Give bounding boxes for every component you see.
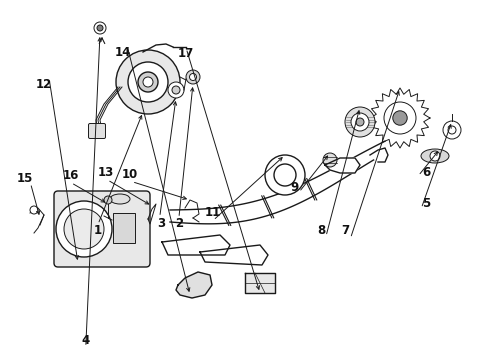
Circle shape	[30, 206, 38, 214]
Text: 14: 14	[114, 46, 131, 59]
Polygon shape	[200, 245, 268, 265]
Polygon shape	[170, 141, 385, 224]
Circle shape	[323, 153, 337, 167]
FancyBboxPatch shape	[89, 123, 105, 139]
Circle shape	[384, 102, 416, 134]
Bar	[113, 213, 135, 243]
Circle shape	[128, 62, 168, 102]
Text: 12: 12	[36, 78, 52, 91]
Circle shape	[393, 111, 407, 125]
Text: 17: 17	[178, 47, 195, 60]
Text: 7: 7	[342, 224, 349, 237]
Text: 10: 10	[122, 168, 138, 181]
Circle shape	[143, 77, 153, 87]
Ellipse shape	[421, 149, 449, 163]
FancyBboxPatch shape	[54, 191, 150, 267]
Text: 15: 15	[16, 172, 33, 185]
Text: 6: 6	[422, 166, 430, 179]
Circle shape	[64, 209, 104, 249]
Circle shape	[116, 50, 180, 114]
Circle shape	[265, 155, 305, 195]
Text: 16: 16	[63, 169, 79, 182]
Text: 13: 13	[97, 166, 114, 179]
Circle shape	[274, 164, 296, 186]
Circle shape	[94, 22, 106, 34]
Polygon shape	[245, 273, 275, 293]
Circle shape	[104, 196, 112, 204]
Circle shape	[168, 82, 184, 98]
Circle shape	[56, 201, 112, 257]
Circle shape	[356, 118, 364, 126]
Ellipse shape	[110, 194, 130, 204]
Text: 8: 8	[317, 224, 325, 237]
Circle shape	[138, 72, 158, 92]
Circle shape	[190, 73, 196, 81]
Text: 9: 9	[290, 181, 298, 194]
Text: 1: 1	[94, 224, 102, 237]
Polygon shape	[325, 158, 360, 173]
Text: 2: 2	[175, 217, 183, 230]
Circle shape	[430, 151, 440, 161]
Text: 11: 11	[205, 206, 221, 219]
Polygon shape	[370, 88, 430, 148]
Text: 4: 4	[82, 334, 90, 347]
Circle shape	[97, 25, 103, 31]
Circle shape	[172, 86, 180, 94]
Polygon shape	[162, 235, 230, 255]
Circle shape	[186, 70, 200, 84]
Circle shape	[345, 107, 375, 137]
Text: 5: 5	[422, 197, 430, 210]
Polygon shape	[370, 148, 388, 162]
Circle shape	[351, 113, 369, 131]
Text: 3: 3	[158, 217, 166, 230]
Circle shape	[443, 121, 461, 139]
Circle shape	[448, 126, 456, 134]
Polygon shape	[176, 272, 212, 298]
